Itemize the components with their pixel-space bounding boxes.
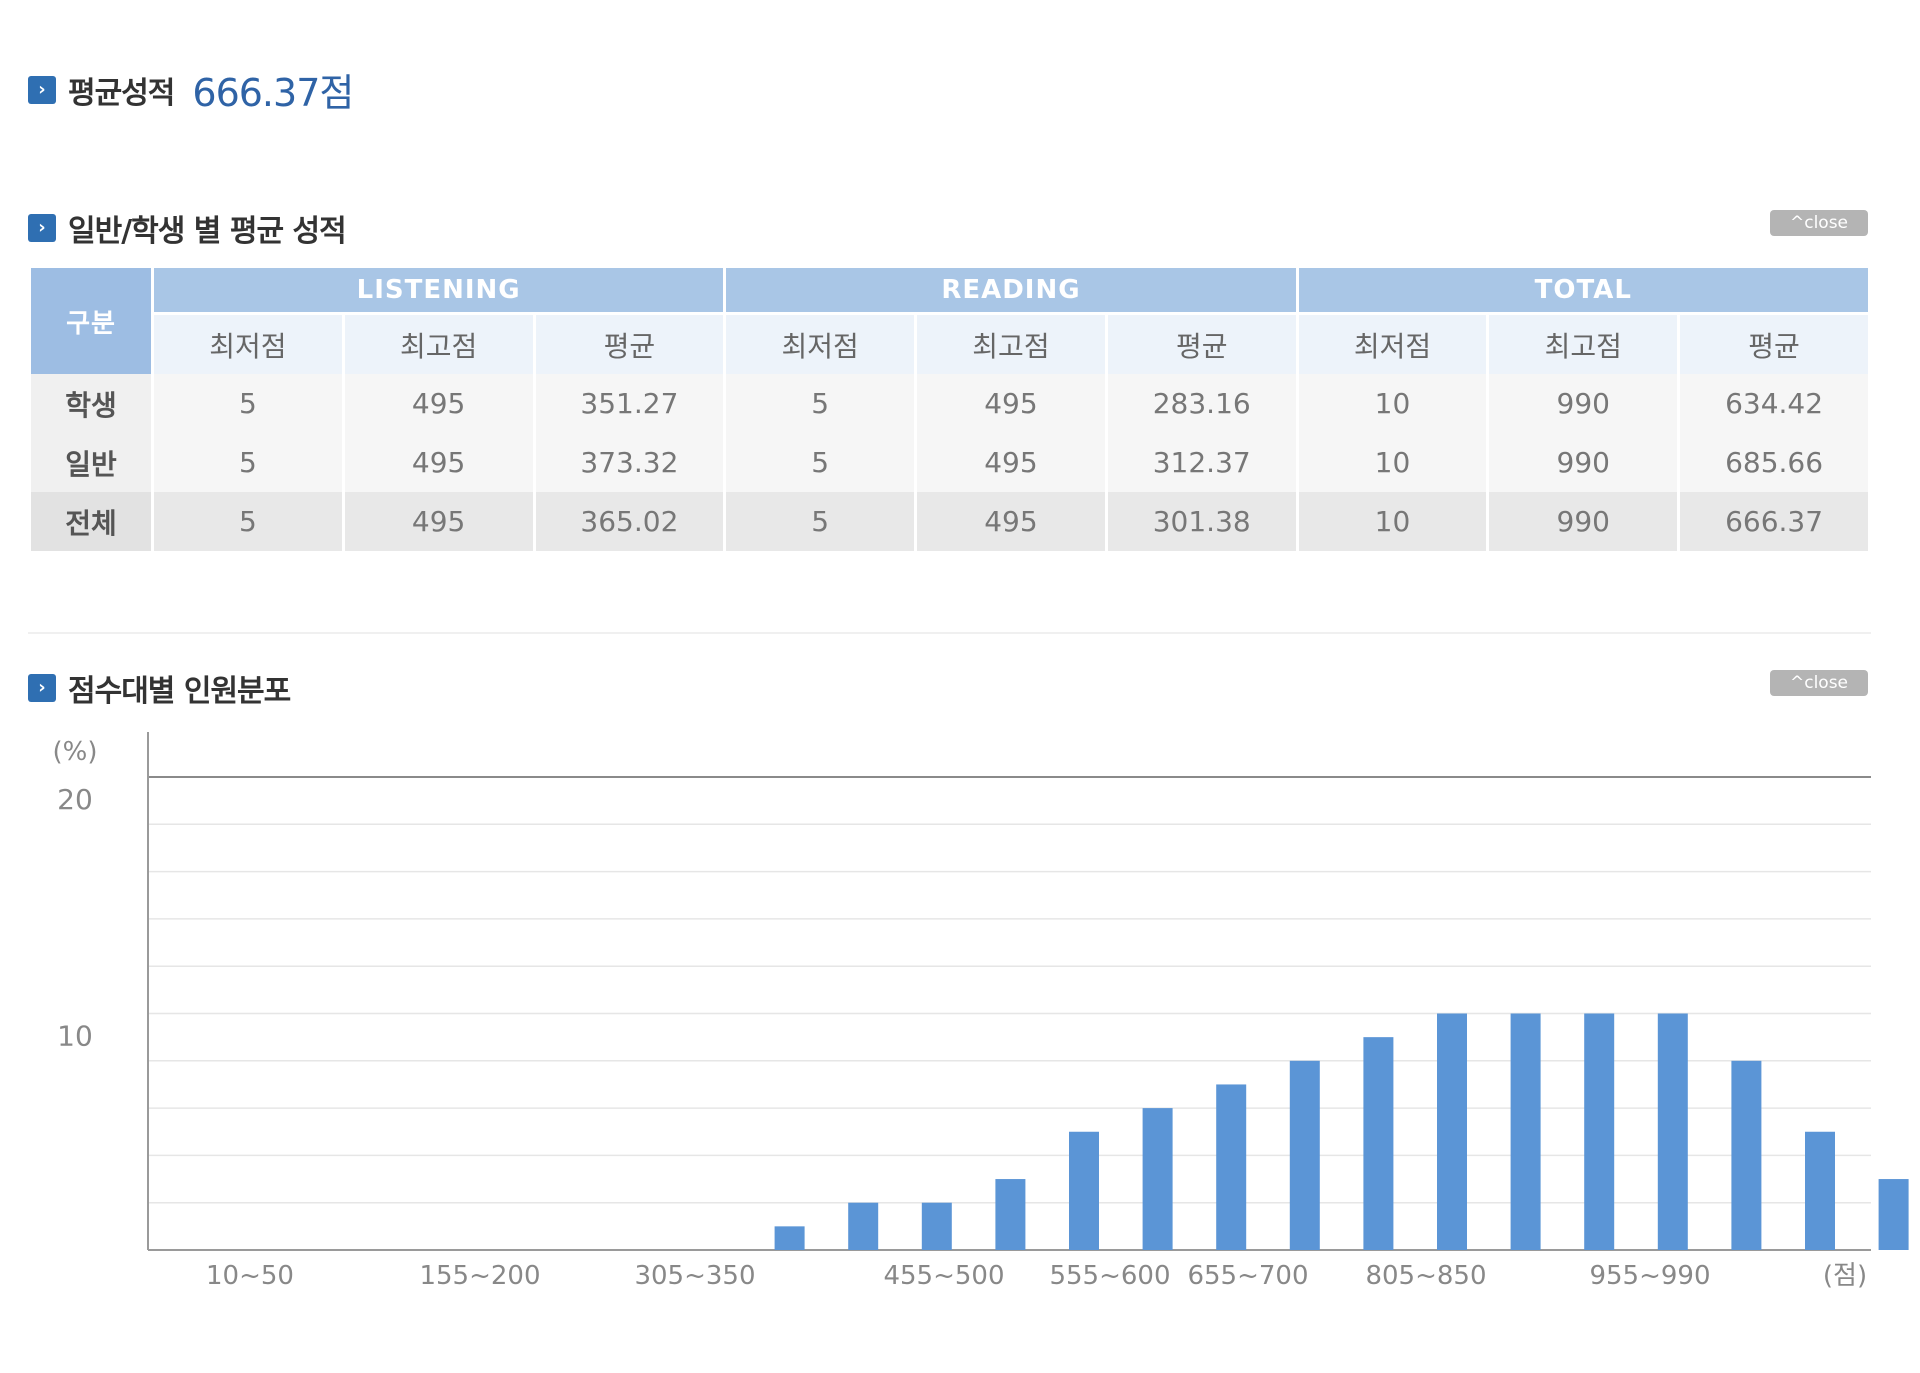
arrow-bullet-icon: › xyxy=(28,75,56,104)
table-cell: 990 xyxy=(1489,374,1678,433)
row-label: 전체 xyxy=(31,492,151,551)
y-tick-label: 20 xyxy=(57,783,93,816)
average-score-header: › 평균성적 666.37점 xyxy=(28,62,354,117)
sub-header-max: 최고점 xyxy=(917,312,1105,374)
row-label: 일반 xyxy=(31,433,151,492)
row-header-label: 구분 xyxy=(31,268,151,374)
chart-bar xyxy=(1363,1037,1394,1250)
group-header-listening: LISTENING xyxy=(154,268,724,312)
table-row-general: 일반 5 495 373.32 5 495 312.37 10 990 685.… xyxy=(31,433,1868,492)
table-cell: 373.32 xyxy=(535,433,724,492)
table-cell: 634.42 xyxy=(1680,374,1868,433)
table-cell: 495 xyxy=(917,433,1105,492)
average-score-value: 666.37점 xyxy=(192,71,354,115)
table-cell: 301.38 xyxy=(1107,492,1296,551)
table-cell: 5 xyxy=(154,492,342,551)
table-cell: 495 xyxy=(344,492,533,551)
sub-header-min: 최저점 xyxy=(154,312,342,374)
x-tick-label: 455~500 xyxy=(883,1261,1004,1291)
table-section-header: › 일반/학생 별 평균 성적 xyxy=(28,206,347,250)
chart-grid xyxy=(148,776,1871,1204)
chart-bar xyxy=(848,1202,879,1250)
table-cell: 5 xyxy=(154,374,342,433)
table-cell: 495 xyxy=(344,374,533,433)
table-group-header-row: 구분 LISTENING READING TOTAL xyxy=(31,268,1868,374)
section-divider xyxy=(28,632,1871,634)
table-cell: 365.02 xyxy=(535,492,724,551)
table-sub-header-row: 최저점 최고점 평균 최저점 최고점 평균 최저점 최고점 평균 xyxy=(31,312,1868,374)
sub-header-min: 최저점 xyxy=(1298,312,1487,374)
chart-bar xyxy=(1878,1179,1909,1250)
chart-bar xyxy=(1142,1108,1173,1250)
group-header-reading: READING xyxy=(726,268,1296,312)
table-cell: 495 xyxy=(344,433,533,492)
table-row-all: 전체 5 495 365.02 5 495 301.38 10 990 666.… xyxy=(31,492,1868,551)
table-cell: 5 xyxy=(154,433,342,492)
chart-bar xyxy=(1069,1131,1099,1250)
table-cell: 5 xyxy=(726,433,915,492)
chart-bar xyxy=(774,1226,805,1250)
table-row-student: 학생 5 495 351.27 5 495 283.16 10 990 634.… xyxy=(31,374,1868,433)
chart-bar xyxy=(1657,1013,1688,1250)
row-label: 학생 xyxy=(31,374,151,433)
table-cell: 495 xyxy=(917,492,1105,551)
x-tick-label: 10~50 xyxy=(206,1261,294,1291)
sub-header-avg: 평균 xyxy=(1107,312,1296,374)
table-cell: 685.66 xyxy=(1680,433,1868,492)
x-tick-label: 805~850 xyxy=(1365,1261,1486,1291)
table-cell: 10 xyxy=(1298,433,1487,492)
chart-bar xyxy=(1289,1060,1320,1250)
x-tick-label: 155~200 xyxy=(419,1261,540,1291)
y-axis-unit-label: (%) xyxy=(53,737,98,767)
group-header-total: TOTAL xyxy=(1298,268,1868,312)
x-tick-label: 305~350 xyxy=(634,1261,755,1291)
sub-header-min: 최저점 xyxy=(726,312,915,374)
table-cell: 5 xyxy=(726,492,915,551)
x-tick-label: 955~990 xyxy=(1589,1261,1710,1291)
sub-header-avg: 평균 xyxy=(535,312,724,374)
chart-bar xyxy=(921,1202,952,1250)
table-section-title: 일반/학생 별 평균 성적 xyxy=(68,214,347,249)
chart-bar xyxy=(1437,1013,1467,1250)
table-cell: 10 xyxy=(1298,374,1487,433)
chart-bar xyxy=(1731,1060,1762,1250)
sub-header-avg: 평균 xyxy=(1680,312,1868,374)
table-cell: 5 xyxy=(726,374,915,433)
chart-bars xyxy=(774,1013,1909,1250)
average-score-title: 평균성적 xyxy=(68,75,175,111)
chart-bar xyxy=(1584,1013,1615,1250)
sub-header-max: 최고점 xyxy=(344,312,533,374)
table-cell: 283.16 xyxy=(1107,374,1296,433)
chart-bar xyxy=(995,1179,1026,1250)
chart-section-title: 점수대별 인원분포 xyxy=(68,674,291,709)
chart-bar xyxy=(1805,1131,1835,1250)
table-close-button[interactable]: ^close xyxy=(1770,210,1868,236)
x-ticks: 10~50 155~200 305~350 455~500 555~600 655~700… xyxy=(206,1261,1711,1291)
table-cell: 10 xyxy=(1298,492,1487,551)
table-cell: 666.37 xyxy=(1680,492,1868,551)
table-cell: 990 xyxy=(1489,433,1678,492)
table-cell: 990 xyxy=(1489,492,1678,551)
arrow-bullet-icon: › xyxy=(28,214,56,242)
chart-section-header: › 점수대별 인원분포 xyxy=(28,666,291,710)
x-axis-unit-label: (점) xyxy=(1823,1261,1867,1291)
table-cell: 312.37 xyxy=(1107,433,1296,492)
x-tick-label: 655~700 xyxy=(1187,1261,1308,1291)
y-tick-label: 10 xyxy=(57,1020,93,1053)
table-cell: 351.27 xyxy=(535,374,724,433)
arrow-bullet-icon: › xyxy=(28,674,56,702)
chart-bar xyxy=(1216,1084,1247,1250)
chart-close-button[interactable]: ^close xyxy=(1770,670,1868,696)
sub-header-max: 최고점 xyxy=(1489,312,1678,374)
table-cell: 495 xyxy=(917,374,1105,433)
chart-bar xyxy=(1510,1013,1541,1250)
score-table: 구분 LISTENING READING TOTAL 최저점 최고점 평균 최저… xyxy=(28,268,1871,551)
x-tick-label: 555~600 xyxy=(1049,1261,1170,1291)
